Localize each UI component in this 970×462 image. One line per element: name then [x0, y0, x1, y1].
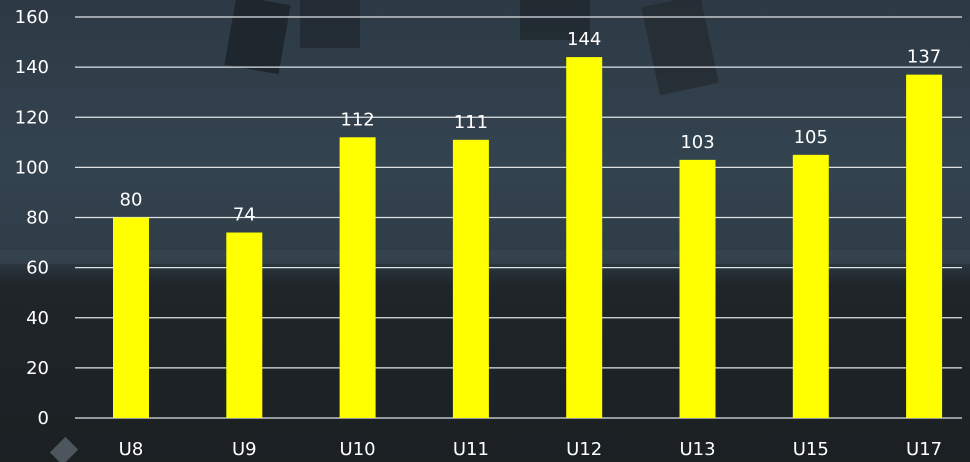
y-tick-label: 80 — [26, 208, 49, 229]
data-label: 112 — [340, 109, 374, 130]
data-label: 105 — [794, 127, 828, 148]
y-tick-label: 0 — [38, 408, 49, 429]
bar-u12 — [566, 57, 603, 418]
x-axis-labels: U8 U9 U10 U11 U12 U13 U15 U17 — [119, 439, 942, 460]
data-label: 111 — [454, 112, 488, 133]
bar-u11 — [452, 139, 489, 418]
gridlines — [75, 16, 962, 419]
y-tick-label: 20 — [26, 358, 49, 379]
bar-u15 — [792, 154, 829, 418]
y-tick-label: 160 — [15, 7, 49, 28]
bar-u9 — [226, 232, 263, 418]
data-label: 80 — [120, 190, 143, 211]
data-label: 137 — [907, 47, 941, 68]
y-tick-label: 40 — [26, 308, 49, 329]
x-tick-label: U11 — [453, 439, 489, 460]
y-axis-labels: 0 20 40 60 80 100 120 140 160 — [15, 7, 49, 429]
bar-u17 — [906, 74, 943, 419]
bar-u10 — [339, 137, 376, 419]
x-tick-label: U17 — [906, 439, 942, 460]
y-tick-label: 60 — [26, 258, 49, 279]
background-photo-shape — [520, 0, 590, 40]
y-tick-label: 140 — [15, 57, 49, 78]
data-label: 74 — [233, 205, 256, 226]
background-photo-shape — [300, 0, 360, 48]
data-label: 144 — [567, 29, 601, 50]
bars — [113, 57, 943, 419]
data-label: 103 — [680, 132, 714, 153]
x-tick-label: U13 — [679, 439, 715, 460]
x-tick-label: U10 — [340, 439, 376, 460]
y-tick-label: 120 — [15, 107, 49, 128]
x-tick-label: U9 — [232, 439, 257, 460]
bar-u13 — [679, 159, 716, 418]
data-labels: 80 74 112 111 144 103 105 137 — [120, 29, 942, 225]
x-tick-label: U12 — [566, 439, 602, 460]
bar-u8 — [113, 217, 149, 418]
x-tick-label: U15 — [793, 439, 829, 460]
y-tick-label: 100 — [15, 157, 49, 178]
x-tick-label: U8 — [119, 439, 144, 460]
